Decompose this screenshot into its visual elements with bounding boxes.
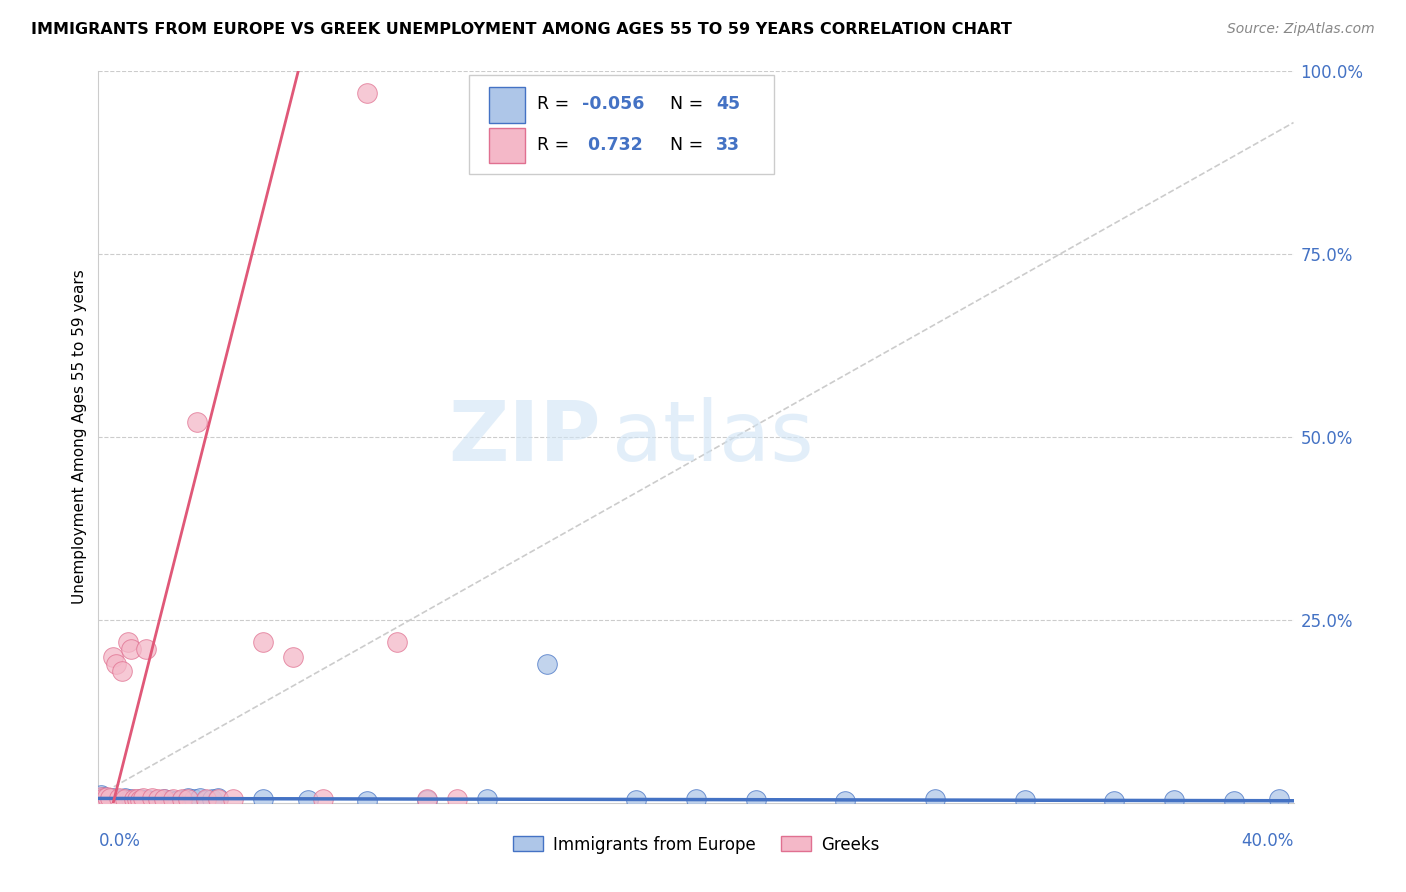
Point [356, 794, 378, 808]
Point [132, 793, 155, 807]
Text: 0.0%: 0.0% [98, 832, 141, 850]
Point [924, 792, 946, 806]
Point [96, 791, 118, 805]
Point [103, 649, 125, 664]
Point [195, 793, 218, 807]
Legend: Immigrants from Europe, Greeks: Immigrants from Europe, Greeks [506, 829, 886, 860]
Point [114, 792, 136, 806]
Point [127, 794, 149, 808]
Point [207, 792, 229, 806]
Point [132, 791, 155, 805]
Text: N =: N = [659, 95, 709, 113]
Point [297, 793, 319, 807]
Point [105, 657, 128, 671]
Point [416, 792, 439, 806]
Point [111, 664, 134, 678]
Point [416, 793, 439, 807]
Point [195, 792, 218, 806]
Point [90, 789, 112, 804]
Point [685, 792, 707, 806]
Point [385, 635, 409, 649]
Point [201, 792, 224, 806]
Point [93, 790, 115, 805]
Point [207, 791, 229, 805]
Point [536, 657, 558, 671]
Text: Source: ZipAtlas.com: Source: ZipAtlas.com [1227, 22, 1375, 37]
Point [96, 789, 118, 804]
Point [165, 794, 187, 808]
Text: atlas: atlas [613, 397, 814, 477]
Text: R =: R = [537, 95, 575, 113]
Point [108, 792, 131, 806]
Point [745, 793, 768, 807]
Point [103, 790, 125, 805]
Point [183, 792, 205, 806]
Point [148, 793, 170, 807]
Point [120, 642, 142, 657]
Point [356, 87, 378, 101]
FancyBboxPatch shape [470, 75, 773, 174]
Point [222, 792, 245, 806]
Text: N =: N = [659, 136, 709, 153]
Point [1104, 794, 1126, 808]
Point [252, 635, 274, 649]
Point [127, 792, 149, 806]
Point [1223, 794, 1246, 808]
Point [135, 794, 157, 808]
Point [1163, 793, 1185, 807]
Point [124, 792, 146, 806]
Point [114, 791, 136, 805]
Point [129, 792, 152, 806]
Point [108, 791, 131, 805]
Point [98, 791, 122, 805]
Point [120, 792, 142, 806]
Point [111, 794, 134, 808]
Point [98, 792, 122, 806]
Point [159, 793, 181, 807]
Point [172, 793, 194, 807]
Point [129, 793, 152, 807]
Point [135, 642, 157, 657]
Point [93, 789, 115, 804]
Point [105, 793, 128, 807]
Text: ZIP: ZIP [449, 397, 600, 477]
Point [446, 792, 468, 806]
Point [124, 793, 146, 807]
Text: R =: R = [537, 136, 575, 153]
Point [172, 792, 194, 806]
Point [90, 789, 112, 803]
Point [177, 791, 200, 805]
Point [141, 791, 163, 805]
Point [177, 792, 200, 806]
Point [153, 792, 176, 806]
Point [475, 792, 498, 806]
Text: 45: 45 [716, 95, 741, 113]
Point [138, 793, 160, 807]
Point [188, 790, 211, 805]
FancyBboxPatch shape [489, 128, 524, 163]
Text: 0.732: 0.732 [582, 136, 643, 153]
Point [626, 793, 648, 807]
Point [834, 794, 856, 808]
Point [162, 792, 184, 806]
Point [311, 792, 333, 806]
Point [141, 794, 163, 808]
Point [1267, 792, 1289, 806]
Point [186, 416, 208, 430]
Point [1014, 793, 1036, 807]
Point [153, 792, 176, 806]
Point [117, 635, 139, 649]
Point [117, 793, 139, 807]
Point [148, 792, 170, 806]
Text: -0.056: -0.056 [582, 95, 645, 113]
Point [281, 649, 304, 664]
Point [252, 792, 274, 806]
Text: IMMIGRANTS FROM EUROPE VS GREEK UNEMPLOYMENT AMONG AGES 55 TO 59 YEARS CORRELATI: IMMIGRANTS FROM EUROPE VS GREEK UNEMPLOY… [31, 22, 1012, 37]
Text: 40.0%: 40.0% [1241, 832, 1294, 850]
FancyBboxPatch shape [489, 87, 524, 122]
Y-axis label: Unemployment Among Ages 55 to 59 years: Unemployment Among Ages 55 to 59 years [72, 269, 87, 605]
Text: 33: 33 [716, 136, 741, 153]
